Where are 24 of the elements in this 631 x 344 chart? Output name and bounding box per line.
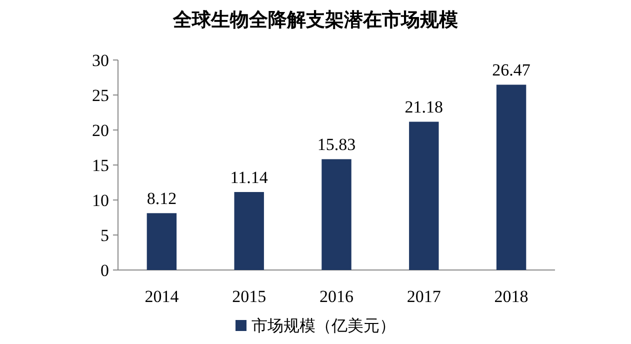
chart-title: 全球生物全降解支架潜在市场规模 <box>172 9 458 31</box>
y-tick-label: 20 <box>92 121 109 140</box>
bar <box>496 84 526 270</box>
bar <box>146 213 177 270</box>
bar <box>409 122 439 270</box>
bar <box>234 192 264 270</box>
x-tick-label: 2014 <box>144 287 180 306</box>
bar <box>322 159 352 270</box>
x-tick-label: 2015 <box>232 287 266 306</box>
x-tick-label: 2017 <box>406 287 442 306</box>
data-label: 26.47 <box>492 60 531 80</box>
y-tick-label: 0 <box>100 261 109 280</box>
data-label: 21.18 <box>404 98 444 117</box>
y-tick-label: 30 <box>92 51 109 70</box>
data-label: 15.83 <box>317 135 356 154</box>
y-tick-label: 25 <box>92 86 109 105</box>
data-label: 8.12 <box>146 189 177 208</box>
y-tick-label: 10 <box>92 191 109 210</box>
x-tick-label: 2016 <box>320 287 354 306</box>
y-tick-label: 5 <box>100 226 109 245</box>
legend-label: 市场规模（亿美元） <box>252 317 396 335</box>
x-tick-label: 2018 <box>494 287 528 306</box>
y-tick-label: 15 <box>92 156 109 175</box>
data-label: 11.14 <box>230 168 268 188</box>
